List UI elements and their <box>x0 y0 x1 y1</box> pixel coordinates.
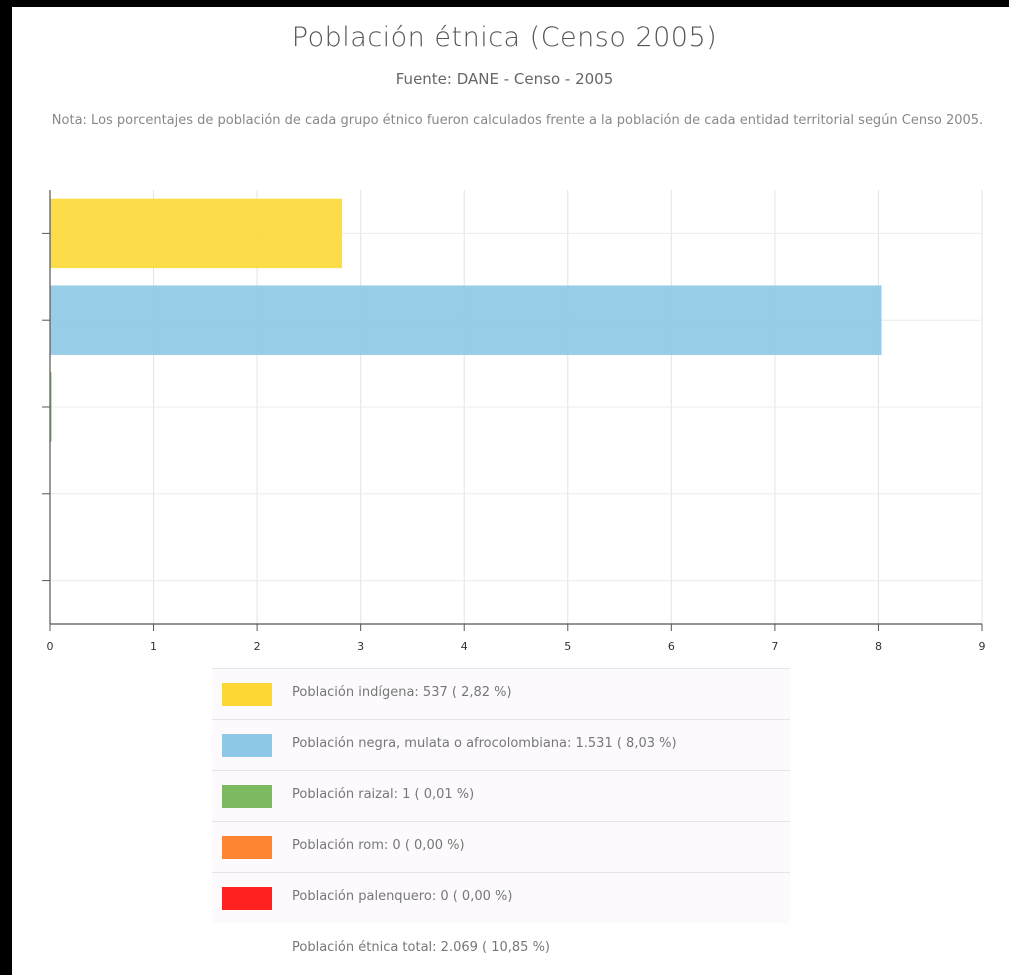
x-tick-label: 1 <box>150 640 157 653</box>
legend-label: Población raizal: 1 ( 0,01 %) <box>292 787 475 802</box>
legend-swatch <box>222 734 272 757</box>
x-tick-label: 8 <box>875 640 882 653</box>
x-tick-label: 6 <box>668 640 675 653</box>
bar-chart: 0 1 2 3 4 5 6 7 8 9 <box>42 190 986 653</box>
bar <box>50 285 882 355</box>
legend-label: Población negra, mulata o afrocolombiana… <box>292 736 677 751</box>
legend-item: Población palenquero: 0 ( 0,00 %) <box>212 872 790 923</box>
x-tick-label: 9 <box>979 640 986 653</box>
legend-label: Población rom: 0 ( 0,00 %) <box>292 838 465 853</box>
legend-swatch <box>222 836 272 859</box>
x-tick-label: 2 <box>254 640 261 653</box>
legend-label: Población palenquero: 0 ( 0,00 %) <box>292 889 513 904</box>
legend-swatch <box>222 785 272 808</box>
legend-item: Población raizal: 1 ( 0,01 %) <box>212 770 790 821</box>
legend-total-label: Población étnica total: 2.069 ( 10,85 %) <box>292 940 551 955</box>
x-tick-label: 7 <box>771 640 778 653</box>
x-tick-label: 4 <box>461 640 468 653</box>
legend-swatch <box>222 887 272 910</box>
legend-item: Población indígena: 537 ( 2,82 %) <box>212 668 790 719</box>
legend-swatch <box>222 683 272 706</box>
chart-title: Población étnica (Censo 2005) <box>291 22 718 53</box>
legend-total: Población étnica total: 2.069 ( 10,85 %) <box>212 923 790 974</box>
bar <box>50 198 343 269</box>
x-tick-label: 5 <box>564 640 571 653</box>
chart-subtitle: Fuente: DANE - Censo - 2005 <box>395 70 614 88</box>
legend-item: Población negra, mulata o afrocolombiana… <box>212 719 790 770</box>
x-tick-label: 3 <box>357 640 364 653</box>
x-tick-label: 0 <box>47 640 54 653</box>
legend-item: Población rom: 0 ( 0,00 %) <box>212 821 790 872</box>
legend-label: Población indígena: 537 ( 2,82 %) <box>292 685 512 700</box>
legend: Población indígena: 537 ( 2,82 %) Poblac… <box>212 668 790 974</box>
bar <box>50 372 52 442</box>
chart-note: Nota: Los porcentajes de población de ca… <box>51 113 984 128</box>
